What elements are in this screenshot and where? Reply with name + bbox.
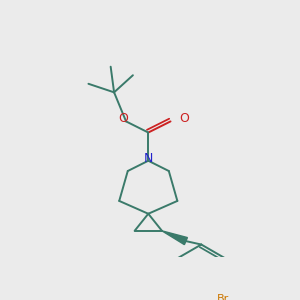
- Text: O: O: [118, 112, 128, 125]
- Text: N: N: [144, 152, 153, 165]
- Text: Br: Br: [217, 294, 229, 300]
- Text: O: O: [179, 112, 189, 125]
- Polygon shape: [162, 231, 188, 244]
